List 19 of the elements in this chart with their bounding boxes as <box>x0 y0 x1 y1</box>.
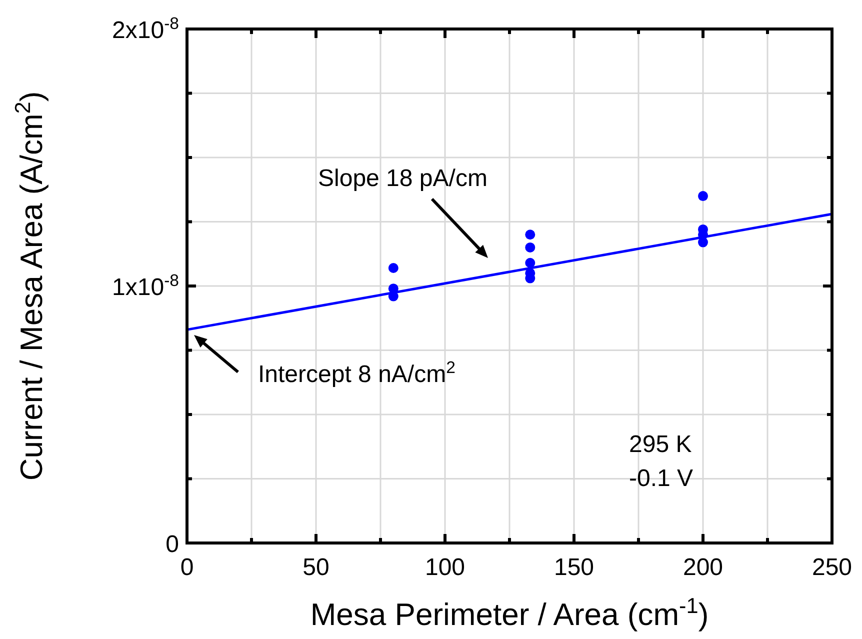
y-tick-label: 0 <box>166 531 179 558</box>
x-axis-title: Mesa Perimeter / Area (cm$^{-1}$) <box>310 592 709 632</box>
x-tick-label: 200 <box>682 554 724 581</box>
annotation: Slope 18 pA/cm <box>318 165 488 192</box>
y-tick-label: 1x10$^{-8}$ <box>112 270 179 301</box>
x-tick-label: 250 <box>812 554 852 581</box>
point <box>525 258 536 268</box>
point <box>698 191 708 202</box>
point <box>388 263 398 274</box>
point <box>525 242 536 252</box>
x-tick-label: 50 <box>302 554 330 581</box>
x-tick-label: 150 <box>554 554 594 581</box>
annotation: 295 K <box>629 431 692 458</box>
x-tick-label: 100 <box>424 554 466 581</box>
point <box>698 237 708 248</box>
y-tick-label: 2x10$^{-8}$ <box>112 14 179 44</box>
point <box>525 230 536 240</box>
annotation: Intercept 8 nA/cm$^{2}$ <box>258 358 456 388</box>
annotation: -0.1 V <box>629 465 694 492</box>
